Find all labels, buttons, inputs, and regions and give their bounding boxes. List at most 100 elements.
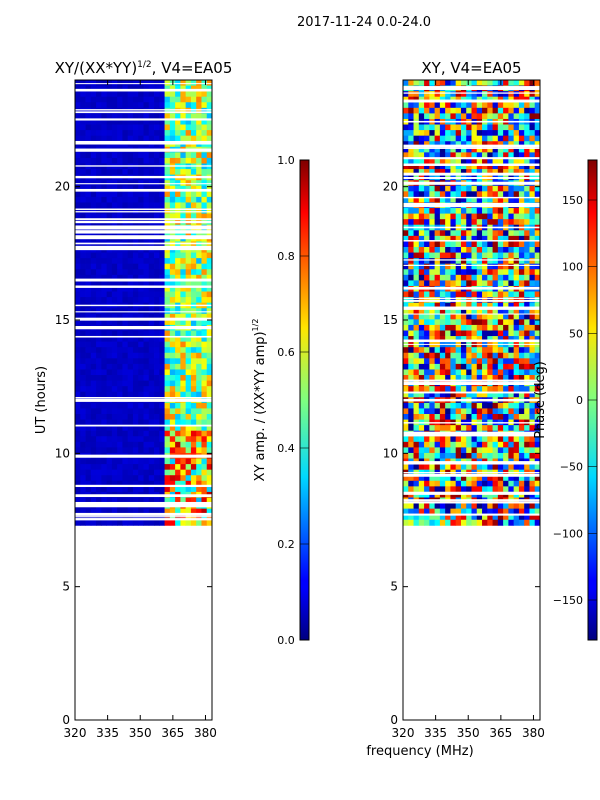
heatmap-cell: [524, 107, 530, 114]
heatmap-cell: [418, 169, 425, 176]
heatmap-cell: [476, 130, 483, 137]
heatmap-cell: [482, 491, 488, 498]
heatmap-cell: [497, 475, 504, 482]
flagged-row: [403, 431, 540, 434]
heatmap-cell: [127, 336, 134, 343]
heatmap-cell: [80, 191, 86, 198]
heatmap-cell: [497, 519, 504, 526]
heatmap-cell: [132, 402, 139, 409]
heatmap-cell: [492, 252, 499, 259]
heatmap-cell: [101, 191, 108, 198]
heatmap-cell: [529, 358, 536, 365]
heatmap-cell: [111, 169, 118, 176]
heatmap-cell: [503, 247, 509, 253]
heatmap-cell: [201, 475, 208, 482]
heatmap-cell: [487, 230, 493, 237]
heatmap-cell: [169, 291, 176, 298]
heatmap-cell: [534, 436, 541, 443]
heatmap-cell: [190, 469, 197, 476]
heatmap-cell: [117, 91, 123, 98]
heatmap-cell: [185, 386, 192, 393]
heatmap-cell: [487, 491, 493, 498]
heatmap-cell: [122, 252, 129, 259]
heatmap-cell: [482, 263, 488, 270]
heatmap-cell: [127, 263, 134, 270]
heatmap-cell: [180, 425, 187, 432]
heatmap-cell: [445, 157, 451, 164]
heatmap-cell: [190, 480, 197, 487]
heatmap-cell: [482, 386, 488, 393]
heatmap-cell: [492, 386, 499, 393]
heatmap-cell: [159, 202, 165, 209]
heatmap-cell: [460, 102, 467, 109]
heatmap-cell: [476, 375, 483, 381]
heatmap-cell: [206, 358, 213, 365]
heatmap-cell: [175, 130, 181, 137]
heatmap-cell: [148, 430, 155, 437]
heatmap-cell: [403, 503, 409, 510]
heatmap-cell: [482, 519, 488, 526]
heatmap-cell: [413, 107, 420, 114]
heatmap-cell: [175, 313, 181, 320]
heatmap-cell: [85, 486, 92, 493]
heatmap-cell: [524, 358, 530, 365]
heatmap-cell: [159, 297, 165, 304]
heatmap-cell: [513, 235, 520, 242]
heatmap-cell: [201, 347, 208, 354]
heatmap-cell: [434, 141, 441, 148]
heatmap-cell: [403, 107, 409, 114]
heatmap-cell: [466, 391, 472, 398]
heatmap-cell: [487, 191, 493, 198]
panel-amplitude-title: XY/(XX*YY)1/2, V4=EA05: [55, 59, 233, 77]
heatmap-cell: [487, 219, 493, 226]
x-tick-label: 380: [194, 726, 217, 740]
heatmap-cell: [80, 130, 86, 137]
heatmap-cell: [434, 347, 441, 354]
heatmap-cell: [534, 358, 541, 365]
heatmap-cell: [75, 113, 81, 120]
heatmap-cell: [185, 135, 192, 142]
heatmap-cell: [143, 341, 150, 348]
heatmap-cell: [96, 107, 102, 114]
heatmap-cell: [487, 414, 493, 420]
heatmap-cell: [518, 436, 525, 443]
flagged-row: [403, 339, 540, 343]
heatmap-cell: [408, 263, 414, 270]
heatmap-cell: [143, 152, 150, 159]
heatmap-cell: [96, 419, 102, 426]
heatmap-cell: [518, 102, 525, 109]
heatmap-cell: [201, 441, 208, 448]
heatmap-cell: [529, 425, 536, 432]
heatmap-cell: [127, 458, 134, 465]
heatmap-cell: [534, 313, 541, 320]
heatmap-cell: [85, 341, 92, 348]
heatmap-cell: [497, 436, 504, 443]
heatmap-cell: [175, 135, 181, 142]
heatmap-cell: [159, 196, 165, 203]
heatmap-cell: [439, 152, 446, 159]
heatmap-cell: [111, 241, 118, 248]
heatmap-cell: [439, 503, 446, 510]
heatmap-cell: [466, 247, 472, 253]
heatmap-cell: [466, 208, 472, 214]
heatmap-cell: [80, 508, 86, 515]
heatmap-cell: [524, 157, 530, 164]
heatmap-cell: [101, 113, 108, 120]
heatmap-cell: [164, 202, 171, 209]
heatmap-cell: [143, 191, 150, 198]
heatmap-cell: [164, 130, 171, 137]
heatmap-cell: [75, 196, 81, 203]
heatmap-cell: [482, 313, 488, 320]
heatmap-cell: [132, 152, 139, 159]
heatmap-cell: [482, 319, 488, 326]
flagged-row: [75, 311, 212, 313]
heatmap-cell: [482, 324, 488, 331]
heatmap-cell: [424, 235, 430, 242]
heatmap-cell: [408, 363, 414, 370]
heatmap-cell: [201, 157, 208, 164]
heatmap-cell: [408, 152, 414, 159]
heatmap-cell: [429, 358, 436, 365]
heatmap-cell: [450, 436, 457, 443]
heatmap-cell: [439, 230, 446, 237]
